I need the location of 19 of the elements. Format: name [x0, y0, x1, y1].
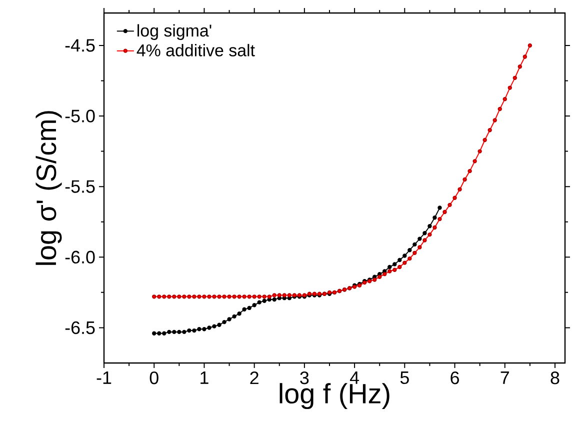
x-tick-label: 8	[550, 372, 560, 384]
x-tick-label: 0	[150, 372, 158, 384]
x-tick-label: 5	[400, 372, 409, 384]
y-axis-title: log σ' (S/cm)	[36, 111, 62, 265]
y-tick-label: -6.5	[65, 321, 95, 334]
x-tick-label: 3	[300, 372, 309, 384]
x-tick-label: 4	[350, 372, 360, 384]
y-tick-label: -4.5	[65, 39, 95, 52]
x-tick-label: 7	[500, 372, 509, 384]
legend-label: 4% additive salt	[136, 44, 255, 56]
y-tick-label: -5.5	[65, 180, 95, 193]
y-tick-label: -5.0	[65, 110, 95, 122]
x-axis-title: log f (Hz)	[280, 383, 390, 410]
x-tick-label: 2	[250, 372, 258, 384]
x-tick-label: -1	[96, 372, 112, 384]
legend-label: log sigma'	[138, 24, 212, 40]
x-tick-label: 6	[450, 372, 459, 384]
y-tick-label: -6.0	[65, 250, 95, 264]
x-tick-label: 1	[200, 372, 208, 384]
